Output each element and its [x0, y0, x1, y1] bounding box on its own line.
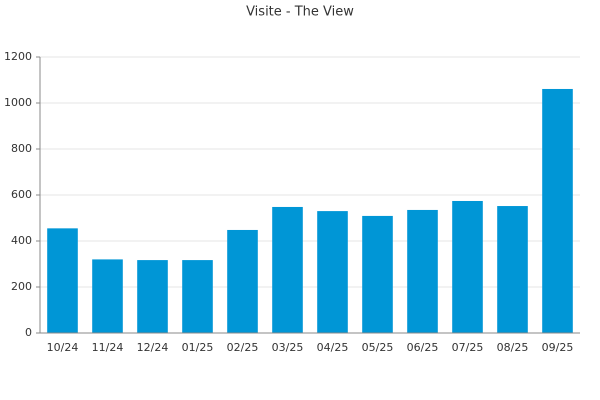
- bar: [47, 228, 78, 333]
- bar: [317, 211, 348, 333]
- x-tick-label: 05/25: [362, 341, 394, 354]
- x-tick-label: 12/24: [137, 341, 169, 354]
- y-tick-label: 800: [11, 142, 32, 155]
- bar: [182, 260, 213, 333]
- bar: [497, 206, 528, 333]
- y-tick-label: 1200: [4, 50, 32, 63]
- bar: [542, 88, 573, 333]
- chart-title: Visite - The View: [246, 5, 354, 20]
- x-tick-label: 06/25: [407, 341, 439, 354]
- bar: [452, 200, 483, 333]
- y-tick-label: 0: [25, 326, 32, 339]
- x-tick-label: 01/25: [182, 341, 214, 354]
- x-tick-label: 02/25: [227, 341, 259, 354]
- bar: [362, 215, 393, 333]
- x-tick-label: 03/25: [272, 341, 304, 354]
- x-tick-label: 07/25: [452, 341, 484, 354]
- x-tick-label: 10/24: [47, 341, 79, 354]
- bar: [227, 229, 258, 333]
- y-tick-label: 400: [11, 234, 32, 247]
- bar: [137, 260, 168, 333]
- bar: [407, 209, 438, 333]
- x-tick-label: 04/25: [317, 341, 349, 354]
- y-tick-label: 1000: [4, 96, 32, 109]
- y-tick-label: 600: [11, 188, 32, 201]
- bar: [92, 259, 123, 333]
- x-tick-label: 11/24: [92, 341, 124, 354]
- bar: [272, 206, 303, 333]
- x-tick-label: 08/25: [497, 341, 529, 354]
- y-tick-label: 200: [11, 280, 32, 293]
- x-tick-label: 09/25: [542, 341, 574, 354]
